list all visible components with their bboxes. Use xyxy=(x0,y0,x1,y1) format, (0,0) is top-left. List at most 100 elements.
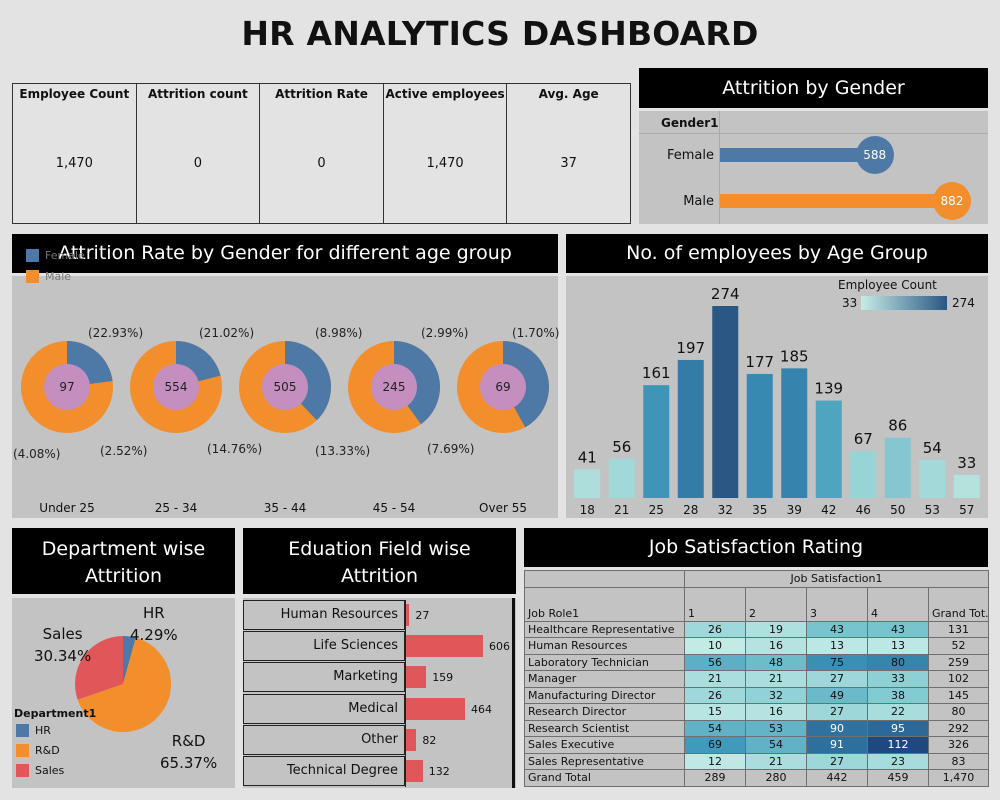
age-group-label: 35 - 44 xyxy=(263,501,307,515)
donut-male-pct: (7.69%) xyxy=(427,442,475,456)
donut-male-pct: (2.52%) xyxy=(100,444,148,458)
table-row: Sales Representative 12 21 27 23 83 xyxy=(524,752,990,770)
donut-female-pct: (21.02%) xyxy=(199,326,255,340)
gender-bar-female xyxy=(720,148,875,162)
heat-cell: 16 xyxy=(745,703,807,721)
donut-center-value: 245 xyxy=(383,380,406,394)
dept-slice-name: Sales xyxy=(42,625,83,643)
edu-bar xyxy=(406,604,410,626)
kpi-strip: Employee Count 1,470 Attrition count 0 Att… xyxy=(12,83,631,224)
donut-male-pct: (4.08%) xyxy=(13,447,61,461)
age-tick-label: 25 xyxy=(649,503,664,517)
dept-slice-name: HR xyxy=(142,604,165,622)
heat-cell: 112 xyxy=(867,736,929,754)
heat-cell: 43 xyxy=(806,620,868,638)
dept-legend-title: Department1 xyxy=(14,707,97,720)
row-header-label: Job Role1 xyxy=(524,586,685,622)
heat-cell: 19 xyxy=(745,620,807,638)
heat-cell: 33 xyxy=(867,670,929,688)
dept-panel-title: Department wise Attrition xyxy=(12,528,235,594)
edu-bar-value: 82 xyxy=(422,733,437,747)
age-tick-label: 18 xyxy=(580,503,595,517)
edu-row-label: Human Resources xyxy=(243,600,405,630)
row-total-cell: 292 xyxy=(927,719,990,737)
heat-cell: 12 xyxy=(684,752,746,770)
heat-cell: 38 xyxy=(867,686,929,704)
donut-hole xyxy=(371,364,417,410)
table-corner-cell xyxy=(524,570,685,588)
heat-cell: 90 xyxy=(806,719,868,737)
dept-slice-pct: 4.29% xyxy=(130,626,178,644)
age-group-label: 25 - 34 xyxy=(154,501,198,515)
job-role-cell: Laboratory Technician xyxy=(524,653,685,671)
gender-axis-line xyxy=(719,111,720,224)
edu-bar-value: 159 xyxy=(432,671,454,685)
age-bar xyxy=(781,368,808,498)
legend-swatch-hr xyxy=(16,724,29,737)
gender-header-line xyxy=(639,133,988,134)
donut-female-pct: (22.93%) xyxy=(88,326,144,340)
donut-hole xyxy=(480,364,526,410)
donut-4: 69 xyxy=(457,341,549,433)
heat-cell: 54 xyxy=(745,736,807,754)
heat-cell: 21 xyxy=(684,670,746,688)
edu-title-line1: Eduation Field wise xyxy=(288,538,471,560)
kpi-active-employees: Active employees 1,470 xyxy=(384,84,508,223)
age-bar-value: 56 xyxy=(612,438,631,456)
kpi-value: 0 xyxy=(193,156,203,171)
donut-2: 505 xyxy=(239,341,331,433)
donut-0: 97 xyxy=(21,341,113,433)
legend-label-sales: Sales xyxy=(35,764,65,777)
heat-cell: 27 xyxy=(806,703,868,721)
age-gender-panel-title: Attrition Rate by Gender for different a… xyxy=(12,234,558,273)
age-bar-value: 86 xyxy=(888,417,907,435)
heat-cell: 16 xyxy=(745,637,807,655)
column-header: 4 xyxy=(867,586,929,622)
edu-bar xyxy=(406,728,417,751)
age-bar-value: 33 xyxy=(957,454,976,472)
grand-total-cell: 289 xyxy=(684,769,746,787)
edu-bar xyxy=(406,697,465,720)
heat-cell: 13 xyxy=(806,637,868,655)
gender-value-bubble: 882 xyxy=(933,182,971,220)
table-row: Manager 21 21 27 33 102 xyxy=(524,670,990,688)
age-group-label: Over 55 xyxy=(479,501,527,515)
table-row: Healthcare Representative 26 19 43 43 131 xyxy=(524,620,990,638)
dept-label-sales: Sales 30.34% xyxy=(34,623,91,667)
gender-field-label: Gender1 xyxy=(661,116,719,130)
age-bar xyxy=(746,373,773,498)
dept-label-hr: HR 4.29% xyxy=(130,602,178,646)
job-role-cell: Human Resources xyxy=(524,637,685,655)
age-tick-label: 46 xyxy=(856,503,871,517)
heat-cell: 26 xyxy=(684,686,746,704)
age-bar-value: 41 xyxy=(578,448,597,466)
age-bar-value: 139 xyxy=(814,380,843,398)
edu-bar-value: 464 xyxy=(470,702,492,716)
dept-slice-pct: 65.37% xyxy=(160,754,218,772)
row-total-cell: 131 xyxy=(927,620,990,638)
dept-slice-pct: 30.34% xyxy=(34,647,92,665)
heat-cell: 69 xyxy=(684,736,746,754)
age-tick-label: 39 xyxy=(787,503,802,517)
gender-panel: Gender1 Female Male 588 882 xyxy=(639,111,988,224)
heat-cell: 80 xyxy=(867,653,929,671)
kpi-label: Attrition count xyxy=(147,87,248,101)
donut-male-pct: (14.76%) xyxy=(207,442,263,456)
donut-female-pct: (2.99%) xyxy=(421,326,469,340)
job-satisfaction-table: Job Satisfaction1 Job Role1 1 2 3 4 Grand Tot.… xyxy=(524,570,990,787)
kpi-value: 1,470 xyxy=(426,156,464,171)
heat-cell: 54 xyxy=(684,719,746,737)
edu-bar-value: 27 xyxy=(415,609,430,622)
age-bar-value: 197 xyxy=(676,339,705,357)
heat-cell: 23 xyxy=(867,752,929,770)
kpi-label: Employee Count xyxy=(19,87,130,101)
edu-right-border xyxy=(512,598,515,788)
heat-cell: 56 xyxy=(684,653,746,671)
heat-cell: 15 xyxy=(684,703,746,721)
table-header-row: Job Role1 1 2 3 4 Grand Tot.. xyxy=(524,586,990,622)
kpi-attrition-rate: Attrition Rate 0 xyxy=(260,84,384,223)
job-role-cell: Manager xyxy=(524,670,685,688)
legend-swatch-rd xyxy=(16,744,29,757)
dashboard-title: HR ANALYTICS DASHBOARD xyxy=(241,14,759,53)
donut-hole xyxy=(262,364,308,410)
